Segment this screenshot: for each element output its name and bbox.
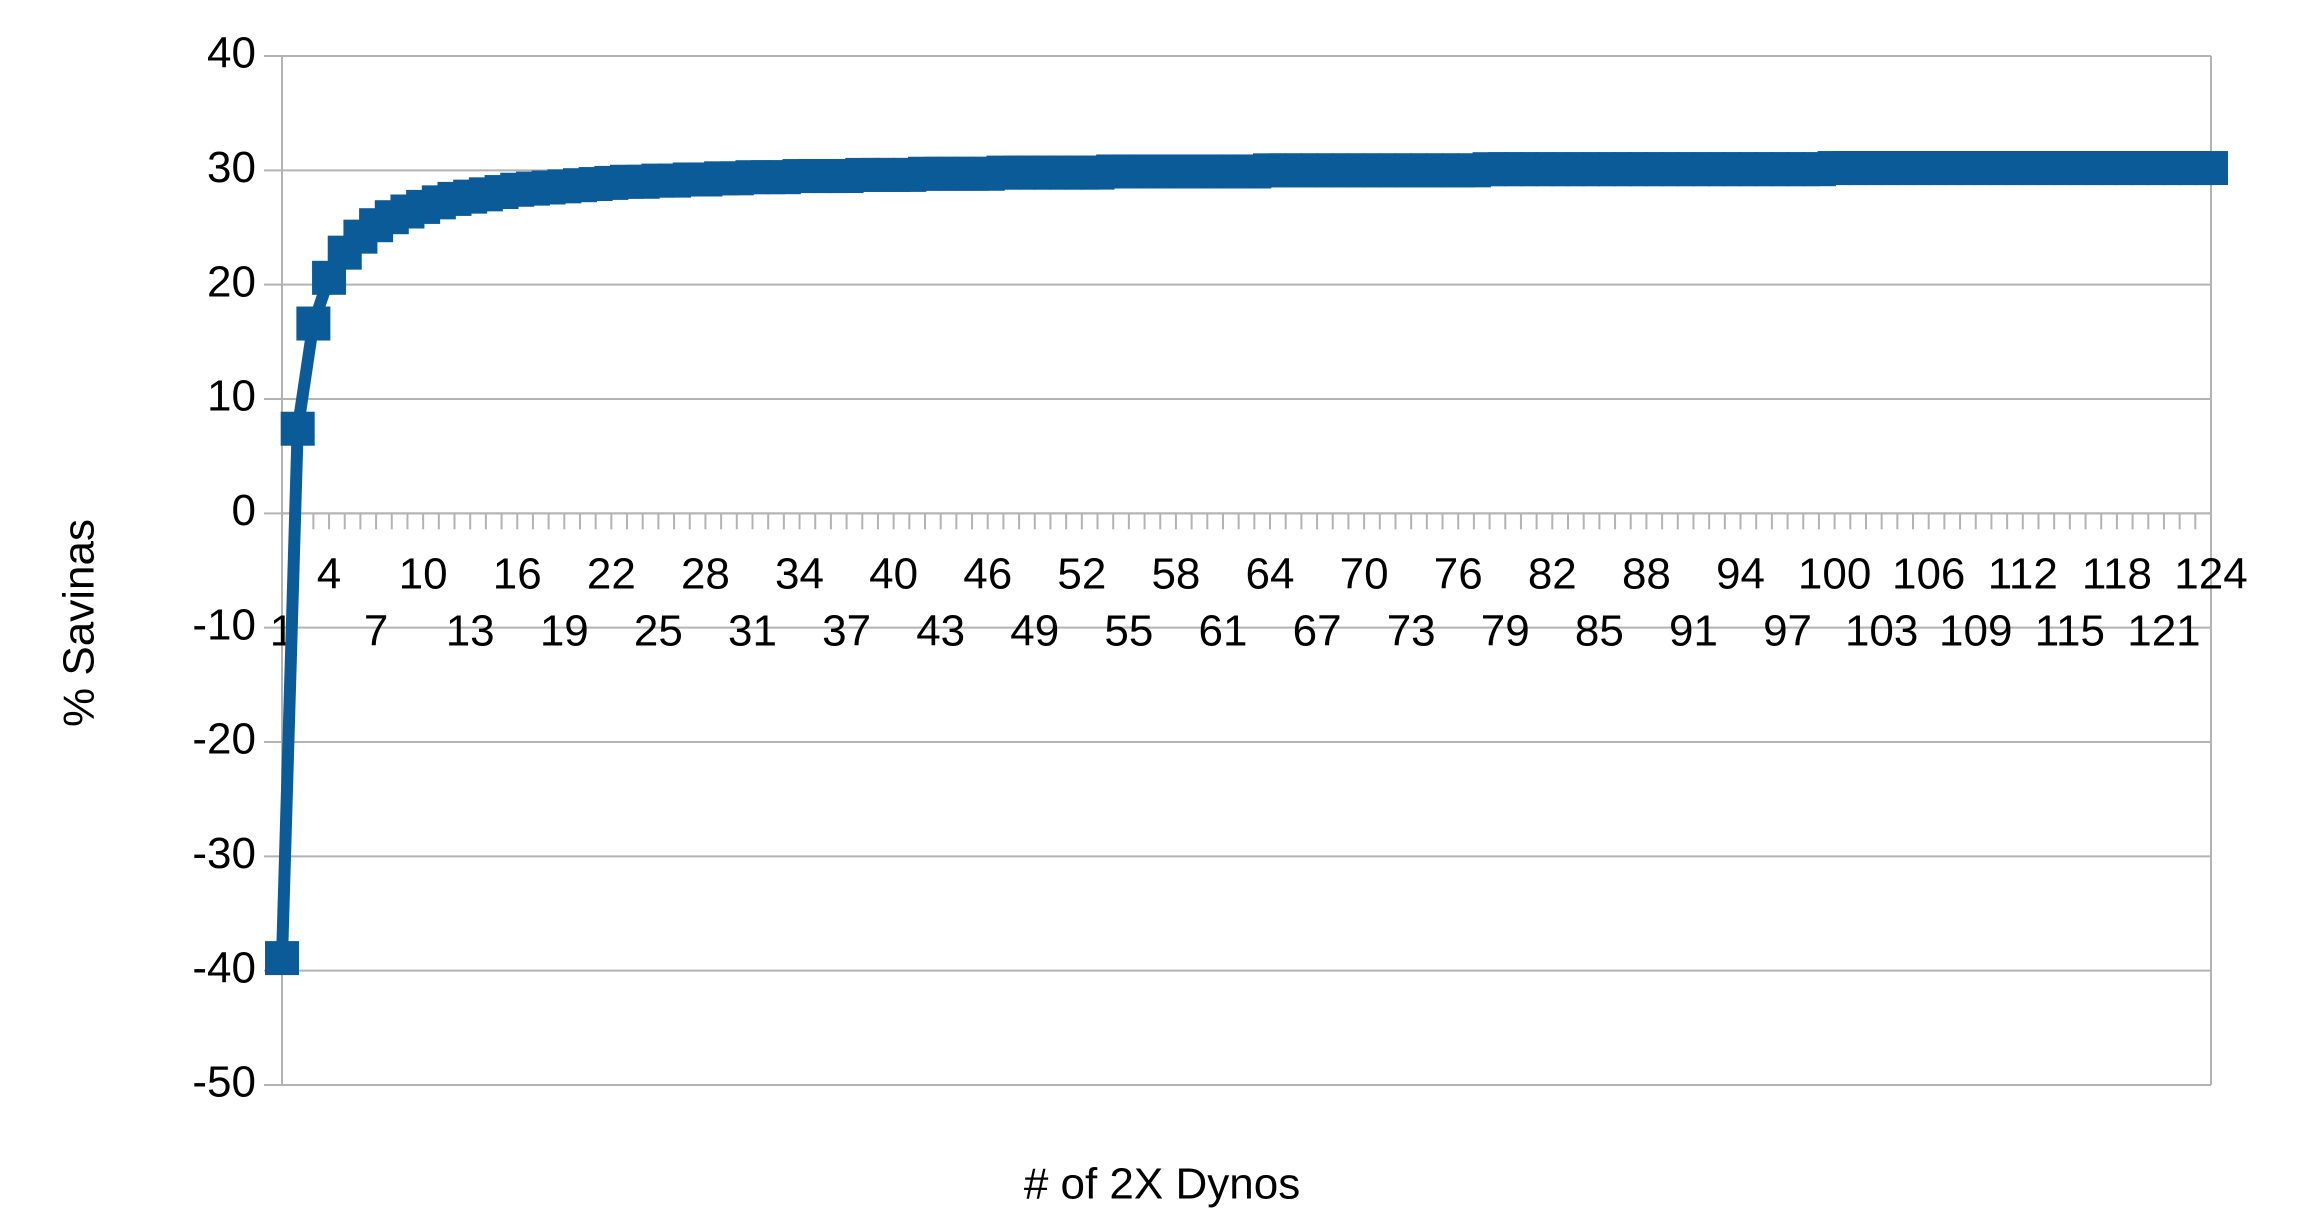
x-tick-label: 43 <box>916 607 965 656</box>
x-tick-label: 70 <box>1340 550 1389 599</box>
y-tick-label: -40 <box>192 943 256 992</box>
x-tick-label: 28 <box>681 550 730 599</box>
x-axis-title: # of 2X Dynos <box>1024 1160 1300 1209</box>
y-tick-label: 40 <box>207 29 256 78</box>
x-tick-label: 100 <box>1798 550 1871 599</box>
y-tick-label: -30 <box>192 829 256 878</box>
x-tick-label: 61 <box>1198 607 1247 656</box>
x-tick-label: 46 <box>963 550 1012 599</box>
x-tick-label: 82 <box>1528 550 1577 599</box>
x-tick-label: 67 <box>1293 607 1342 656</box>
x-tick-label: 40 <box>869 550 918 599</box>
x-tick-label: 121 <box>2127 607 2200 656</box>
y-tick-label: 30 <box>207 143 256 192</box>
marker <box>265 941 299 976</box>
x-tick-label: 22 <box>587 550 636 599</box>
marker <box>280 411 315 446</box>
x-tick-label: 13 <box>446 607 495 656</box>
x-tick-label: 109 <box>1939 607 2012 656</box>
x-tick-label: 73 <box>1387 607 1436 656</box>
y-tick-label: 0 <box>232 486 256 535</box>
x-tick-label: 124 <box>2174 550 2247 599</box>
y-tick-label: 20 <box>207 257 256 306</box>
x-tick-label: 118 <box>2082 550 2152 599</box>
x-tick-label: 94 <box>1716 550 1765 599</box>
x-tick-label: 58 <box>1151 550 1200 599</box>
x-tick-label: 85 <box>1575 607 1624 656</box>
x-tick-label: 19 <box>540 607 589 656</box>
y-axis-title: % Savinas <box>55 519 104 727</box>
x-tick-label: 64 <box>1246 550 1295 599</box>
y-tick-label: -50 <box>192 1058 256 1107</box>
x-tick-label: 7 <box>364 607 388 656</box>
x-tick-label: 52 <box>1057 550 1106 599</box>
x-tick-label: 34 <box>775 550 824 599</box>
marker <box>296 306 331 341</box>
x-tick-label: 115 <box>2035 607 2105 656</box>
x-tick-label: 31 <box>728 607 777 656</box>
x-tick-label: 103 <box>1845 607 1918 656</box>
y-tick-label: -20 <box>192 715 256 764</box>
x-tick-label: 37 <box>822 607 871 656</box>
y-tick-label: 10 <box>207 372 256 421</box>
x-tick-label: 55 <box>1104 607 1153 656</box>
x-tick-label: 49 <box>1010 607 1059 656</box>
marker <box>2194 151 2228 186</box>
x-tick-label: 106 <box>1892 550 1965 599</box>
x-tick-label: 112 <box>1988 550 2058 599</box>
x-tick-label: 88 <box>1622 550 1671 599</box>
x-tick-label: 91 <box>1669 607 1718 656</box>
x-tick-label: 4 <box>317 550 341 599</box>
x-tick-label: 76 <box>1434 550 1483 599</box>
x-tick-label: 79 <box>1481 607 1530 656</box>
x-tick-label: 10 <box>399 550 448 599</box>
y-tick-label: -10 <box>192 600 256 649</box>
x-tick-label: 25 <box>634 607 683 656</box>
x-tick-label: 97 <box>1763 607 1812 656</box>
x-tick-label: 16 <box>493 550 542 599</box>
